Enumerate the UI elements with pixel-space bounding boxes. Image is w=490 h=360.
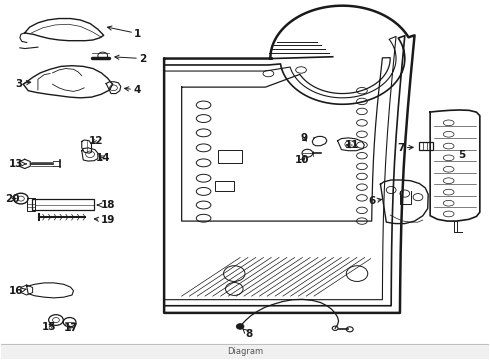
- Bar: [218, 150, 242, 163]
- Text: 1: 1: [107, 26, 142, 39]
- Bar: [215, 181, 234, 192]
- Text: 19: 19: [95, 215, 115, 225]
- Text: 3: 3: [15, 78, 31, 89]
- Text: 11: 11: [345, 140, 360, 150]
- Text: 4: 4: [124, 85, 141, 95]
- Text: 6: 6: [368, 197, 382, 206]
- Text: 10: 10: [295, 156, 310, 165]
- Text: 12: 12: [89, 136, 104, 146]
- Text: 18: 18: [98, 200, 115, 210]
- Text: 7: 7: [397, 143, 413, 153]
- Text: 5: 5: [458, 150, 466, 160]
- Text: 17: 17: [64, 323, 78, 333]
- Text: 20: 20: [5, 194, 20, 203]
- Text: 2: 2: [115, 54, 147, 64]
- Text: 15: 15: [42, 322, 56, 332]
- Text: 16: 16: [9, 287, 26, 296]
- Bar: [1, 344, 489, 359]
- Circle shape: [236, 324, 244, 329]
- Text: 9: 9: [301, 133, 308, 143]
- Bar: [31, 199, 94, 210]
- Text: Diagram: Diagram: [227, 347, 263, 356]
- Text: 14: 14: [96, 153, 110, 163]
- Bar: [27, 198, 35, 211]
- Text: 8: 8: [243, 329, 252, 339]
- Text: 13: 13: [9, 159, 26, 169]
